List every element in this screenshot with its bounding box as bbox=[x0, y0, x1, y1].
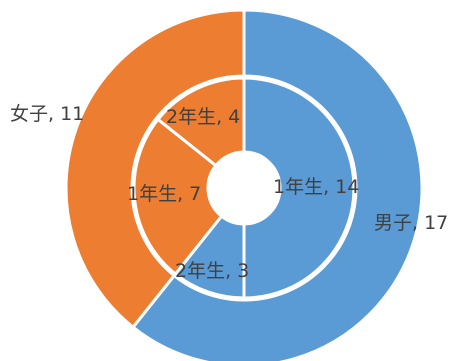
outer-slice-1 bbox=[64, 8, 246, 330]
outer-slice-0 bbox=[130, 8, 424, 361]
inner-slice-label-1: 2年生, 3 bbox=[175, 260, 249, 282]
inner-slice-3 bbox=[155, 76, 246, 168]
inner-slice-0 bbox=[242, 76, 356, 300]
inner-slice-label-3: 2年生, 4 bbox=[166, 106, 240, 128]
outer-slice-label-0: 男子, 17 bbox=[374, 212, 448, 234]
inner-slice-label-2: 1年生, 7 bbox=[127, 183, 201, 205]
inner-slice-label-0: 1年生, 14 bbox=[273, 176, 359, 198]
inner-slice-2 bbox=[132, 117, 224, 277]
outer-slice-label-1: 女子, 11 bbox=[10, 103, 84, 125]
